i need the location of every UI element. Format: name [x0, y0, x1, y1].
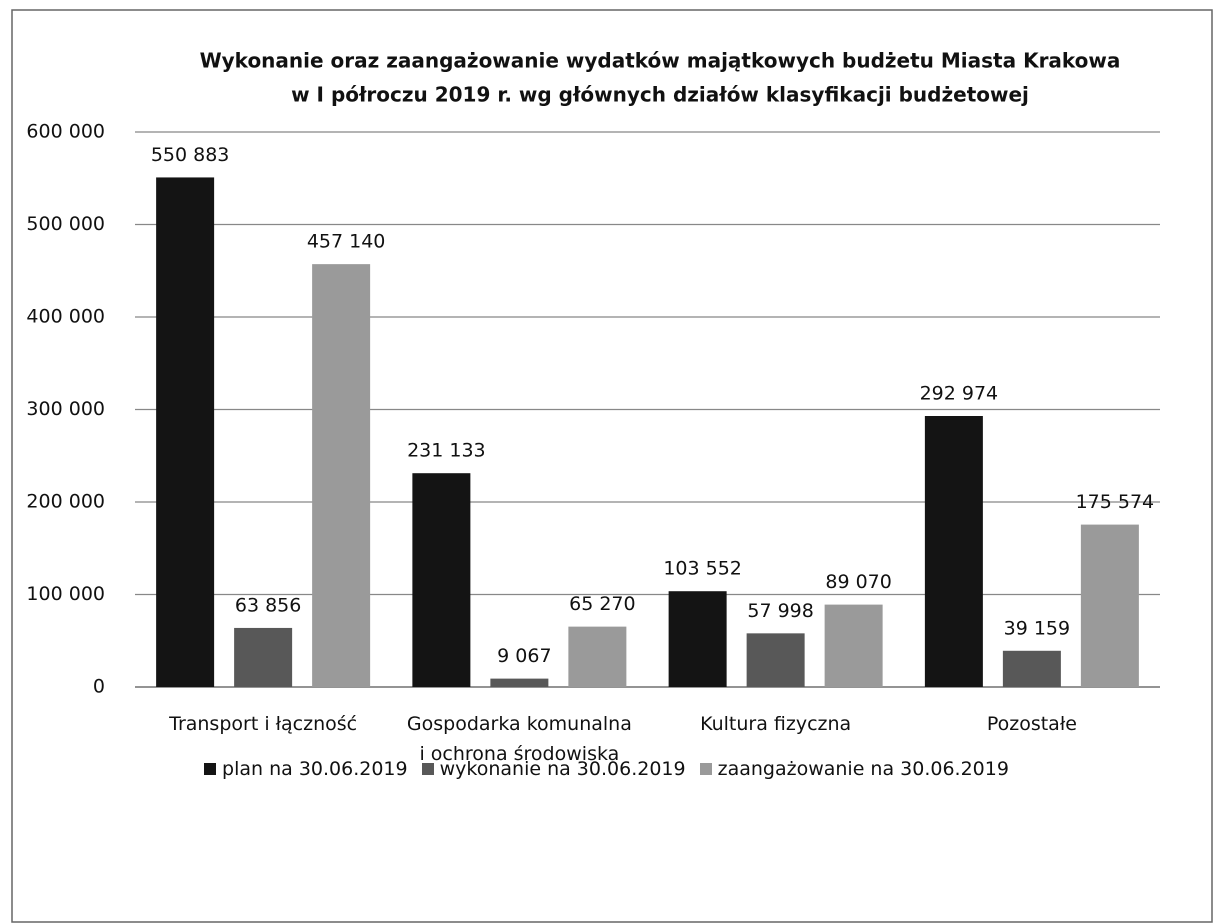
- bar: [1002, 650, 1061, 687]
- x-tick-label: Pozostałe: [986, 713, 1077, 735]
- data-label: 175 574: [1076, 491, 1155, 513]
- legend-label: plan na 30.06.2019: [222, 758, 408, 780]
- chart-title: w I półroczu 2019 r. wg głównych działów…: [291, 83, 1029, 107]
- chart-border: [11, 9, 1213, 923]
- y-tick-label: 400 000: [26, 306, 105, 328]
- data-label: 65 270: [569, 593, 635, 615]
- legend-label: zaangażowanie na 30.06.2019: [717, 758, 1009, 780]
- y-tick-label: 0: [93, 676, 105, 698]
- legend-item: wykonanie na 30.06.2019: [421, 758, 686, 780]
- data-label: 63 856: [235, 594, 301, 616]
- data-label: 231 133: [407, 440, 486, 462]
- bar: [1080, 524, 1139, 687]
- data-label: 89 070: [825, 571, 891, 593]
- x-tick-label: Kultura fizyczna: [700, 713, 852, 735]
- legend-swatch: [699, 763, 712, 775]
- bar: [924, 415, 983, 687]
- legend-item: plan na 30.06.2019: [204, 758, 408, 780]
- bar: [412, 473, 471, 687]
- data-label: 9 067: [497, 645, 551, 667]
- x-tick-label: Gospodarka komunalna i ochrona środowisk…: [406, 713, 632, 765]
- chart-title: Wykonanie oraz zaangażowanie wydatków ma…: [200, 49, 1121, 73]
- legend-swatch: [421, 763, 434, 775]
- bar: [824, 604, 883, 687]
- y-tick-label: 500 000: [26, 213, 105, 235]
- data-label: 550 883: [151, 144, 230, 166]
- data-label: 103 552: [663, 558, 742, 580]
- legend: plan na 30.06.2019 wykonanie na 30.06.201…: [0, 758, 1213, 780]
- bar: [746, 633, 805, 687]
- legend-item: zaangażowanie na 30.06.2019: [699, 758, 1009, 780]
- y-tick-label: 600 000: [26, 121, 105, 143]
- data-label: 457 140: [307, 231, 386, 253]
- data-label: 39 159: [1004, 617, 1070, 639]
- bar: [668, 591, 727, 687]
- data-label: 292 974: [920, 382, 999, 404]
- bar: [490, 678, 549, 687]
- bar: [568, 626, 627, 687]
- legend-label: wykonanie na 30.06.2019: [439, 758, 686, 780]
- bar: [156, 177, 215, 687]
- bar: [234, 627, 293, 687]
- y-tick-label: 100 000: [26, 583, 105, 605]
- y-tick-label: 200 000: [26, 491, 105, 513]
- y-tick-label: 300 000: [26, 398, 105, 420]
- legend-swatch: [204, 763, 217, 775]
- bar: [312, 264, 371, 687]
- x-tick-label: Transport i łączność: [169, 713, 358, 735]
- data-label: 57 998: [747, 600, 813, 622]
